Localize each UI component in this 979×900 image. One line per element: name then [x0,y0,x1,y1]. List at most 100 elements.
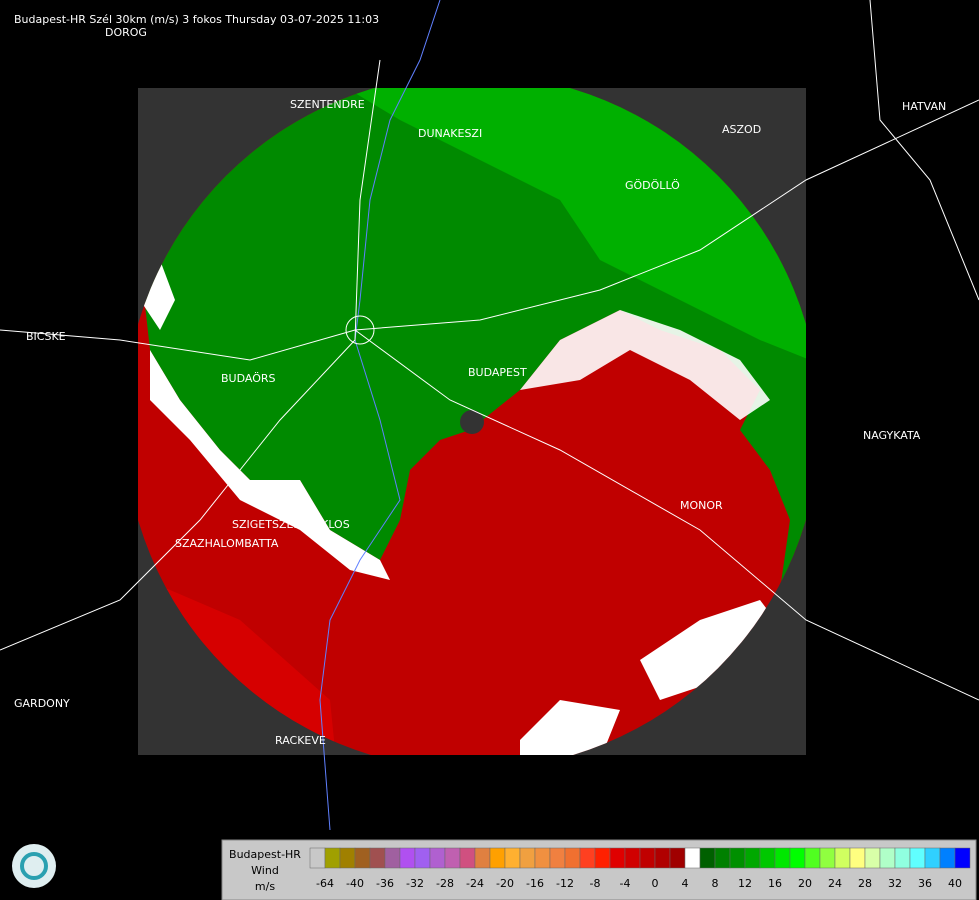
color-swatch [504,847,521,869]
color-swatch [759,847,776,869]
color-swatch [594,847,611,869]
color-swatch [879,847,896,869]
color-swatch [474,847,491,869]
legend-tick-label: -20 [496,877,514,890]
legend-tick-label: 12 [738,877,752,890]
legend-tick-label: -16 [526,877,544,890]
legend-tick-label: 4 [682,877,689,890]
color-swatch [414,847,431,869]
place-label: SZIGETSZENTMIKLOS [232,518,350,531]
legend-tick-label: 16 [768,877,782,890]
color-swatch [609,847,626,869]
color-swatch [369,847,386,869]
legend-unit: m/s [255,880,275,893]
legend-tick-label: 36 [918,877,932,890]
place-label: GÖDÖLLÖ [625,179,680,192]
place-label: DUNAKESZI [418,127,482,140]
place-label: SZAZHALOMBATTA [175,537,279,550]
color-swatch [774,847,791,869]
place-label: BUDAÖRS [221,372,276,385]
ring-road [345,315,375,345]
road [0,59,381,651]
color-swatch [339,847,356,869]
color-swatch [819,847,836,869]
radar-site [460,410,484,434]
zero-band [520,310,770,420]
place-label: DOROG [105,26,147,39]
road [0,99,979,361]
legend-tick-label: -36 [376,877,394,890]
place-label: MONOR [680,499,723,512]
color-bar: -64 -40 -36 -32 -28 -24 -20 -16 -12 -8 -4 0 4 8 12 16 20… [309,847,971,890]
color-swatch [324,847,341,869]
color-swatch [894,847,911,869]
color-swatch [744,847,761,869]
color-swatch [834,847,851,869]
legend-tick-label: -4 [620,877,631,890]
color-swatch [459,847,476,869]
place-label: HATVAN [902,100,946,113]
place-label: BUDAPEST [468,366,527,379]
legend-tick-label: 24 [828,877,842,890]
color-swatch [954,847,971,869]
legend-quantity: Wind [251,864,279,877]
color-swatch [489,847,506,869]
color-swatch [549,847,566,869]
legend-tick-label: 0 [652,877,659,890]
title: Budapest-HR Szél 30km (m/s) 3 fokos Thur… [14,13,379,26]
place-label: NAGYKATA [863,429,921,442]
color-swatch [429,847,446,869]
color-swatch [384,847,401,869]
place-label: SZENTENDRE [290,98,365,111]
color-swatch [909,847,926,869]
place-label: ASZOD [722,123,761,136]
color-swatch [309,847,326,869]
legend-tick-label: -8 [590,877,601,890]
color-swatch [864,847,881,869]
road [869,0,979,301]
place-label: GARDONY [14,697,70,710]
legend-tick-label: -40 [346,877,364,890]
color-swatch [639,847,656,869]
place-label: RACKEVE [275,734,326,747]
color-swatch [714,847,731,869]
legend-tick-label: -28 [436,877,454,890]
map-lines [0,0,979,831]
legend-tick-label: -32 [406,877,424,890]
color-swatch [444,847,461,869]
logo [12,844,56,888]
color-swatch [849,847,866,869]
color-swatch [669,847,686,869]
color-swatch [564,847,581,869]
legend-tick-label: 20 [798,877,812,890]
color-swatch [624,847,641,869]
color-swatch [789,847,806,869]
logo-mark [20,852,48,880]
color-swatch [399,847,416,869]
color-swatch [684,847,701,869]
color-swatch [939,847,956,869]
color-swatch [804,847,821,869]
legend-tick-label: -24 [466,877,484,890]
color-swatch [729,847,746,869]
place-label: BICSKE [26,330,66,343]
legend-tick-label: 8 [712,877,719,890]
legend: Budapest-HR Wind m/s -64 -40 -36 -32 -28 -24-… [221,839,977,900]
color-swatch [519,847,536,869]
color-swatch [354,847,371,869]
legend-station: Budapest-HR [229,848,301,861]
color-swatch [579,847,596,869]
river [319,0,441,831]
color-swatch [654,847,671,869]
legend-tick-label: -12 [556,877,574,890]
legend-tick-label: 40 [948,877,962,890]
legend-tick-label: 32 [888,877,902,890]
color-swatch [534,847,551,869]
road [354,329,979,701]
legend-tick-label: 28 [858,877,872,890]
legend-tick-label: -64 [316,877,334,890]
color-swatch [924,847,941,869]
zero-band [150,350,390,580]
